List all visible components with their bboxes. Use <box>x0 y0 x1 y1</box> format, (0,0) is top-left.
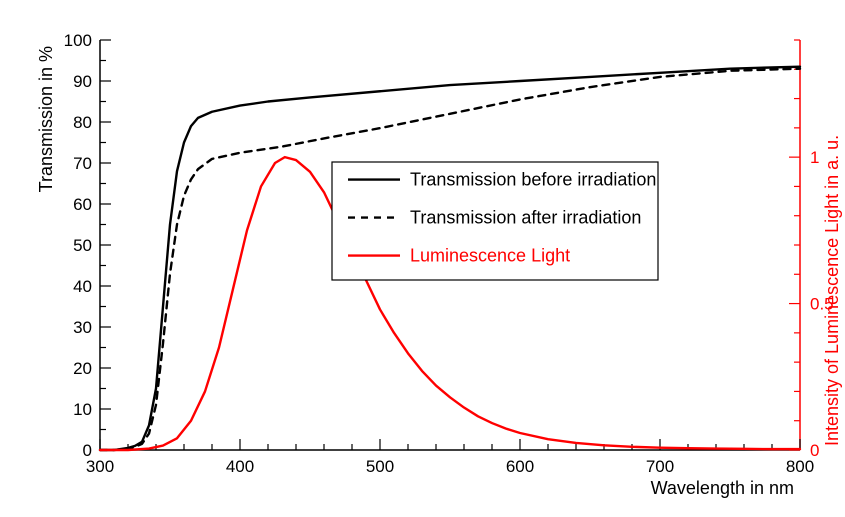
y-left-tick-label: 100 <box>64 31 92 50</box>
y-left-axis-label: Transmission in % <box>36 46 56 192</box>
legend-label-lum: Luminescence Light <box>410 246 570 266</box>
y-left-tick-label: 90 <box>73 72 92 91</box>
y-left-tick-label: 70 <box>73 154 92 173</box>
y-left-tick-label: 40 <box>73 277 92 296</box>
x-tick-label: 500 <box>366 457 394 476</box>
x-axis-label: Wavelength in nm <box>651 478 794 498</box>
transmission-luminescence-chart: 300400500600700800Wavelength in nm010203… <box>0 0 845 517</box>
y-left-tick-label: 0 <box>83 441 92 460</box>
y-left-tick-label: 50 <box>73 236 92 255</box>
x-tick-label: 400 <box>226 457 254 476</box>
y-right-tick-label: 0 <box>810 441 819 460</box>
x-tick-label: 600 <box>506 457 534 476</box>
legend-label-after: Transmission after irradiation <box>410 208 641 228</box>
x-tick-label: 700 <box>646 457 674 476</box>
y-left-tick-label: 10 <box>73 400 92 419</box>
y-left-tick-label: 30 <box>73 318 92 337</box>
y-left-tick-label: 80 <box>73 113 92 132</box>
y-right-tick-label: 1 <box>810 148 819 167</box>
y-right-axis-label: Intensity of Luminescence Light in a. u. <box>822 135 842 446</box>
y-left-tick-label: 20 <box>73 359 92 378</box>
y-left-tick-label: 60 <box>73 195 92 214</box>
legend-label-before: Transmission before irradiation <box>410 170 656 190</box>
